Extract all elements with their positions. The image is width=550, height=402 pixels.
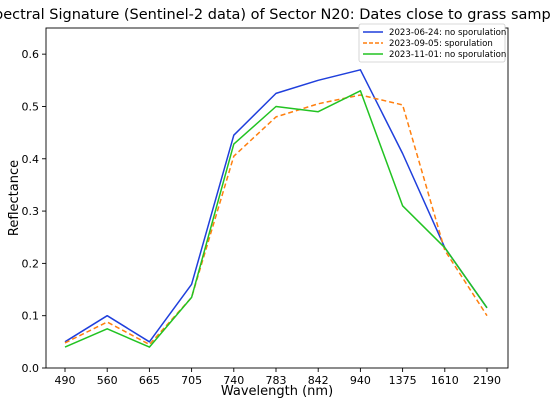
x-tick-label: 740 bbox=[223, 374, 244, 387]
x-tick-label: 490 bbox=[55, 374, 76, 387]
chart-title: Spectral Signature (Sentinel-2 data) of … bbox=[0, 7, 550, 23]
y-tick-label: 0.0 bbox=[22, 362, 40, 375]
x-tick-label: 560 bbox=[97, 374, 118, 387]
x-tick-label: 783 bbox=[266, 374, 287, 387]
legend-entry-3: 2023-11-01: no sporulation bbox=[389, 50, 506, 60]
series-line-3 bbox=[64, 90, 488, 348]
y-tick-label: 0.3 bbox=[22, 205, 40, 218]
x-tick-label: 940 bbox=[350, 374, 371, 387]
x-tick-label: 1610 bbox=[431, 374, 459, 387]
y-tick-label: 0.6 bbox=[22, 48, 40, 61]
series-line-2 bbox=[64, 94, 488, 346]
y-axis-label: Reflectance bbox=[7, 160, 22, 236]
y-tick-label: 0.4 bbox=[22, 153, 40, 166]
x-tick-label: 665 bbox=[139, 374, 160, 387]
series-layer bbox=[64, 69, 488, 348]
plot-frame bbox=[45, 27, 509, 369]
x-tick-label: 842 bbox=[308, 374, 329, 387]
y-tick-label: 0.1 bbox=[22, 310, 40, 323]
legend-box bbox=[358, 23, 506, 63]
x-axis: 490 560 665 705 740 783 842 940 1375 1610 2190 bbox=[55, 368, 501, 387]
legend-entry-2: 2023-09-05: sporulation bbox=[389, 39, 493, 49]
series-line-1 bbox=[64, 69, 488, 343]
legend-entry-1: 2023-06-24: no sporulation bbox=[389, 28, 506, 38]
x-tick-label: 705 bbox=[181, 374, 202, 387]
y-tick-label: 0.5 bbox=[22, 100, 40, 113]
x-tick-label: 2190 bbox=[473, 374, 501, 387]
x-tick-label: 1375 bbox=[389, 374, 417, 387]
y-axis: 0.0 0.1 0.2 0.3 0.4 0.5 0.6 bbox=[22, 48, 46, 375]
y-tick-label: 0.2 bbox=[22, 257, 40, 270]
x-axis-label: Wavelength (nm) bbox=[221, 384, 333, 399]
